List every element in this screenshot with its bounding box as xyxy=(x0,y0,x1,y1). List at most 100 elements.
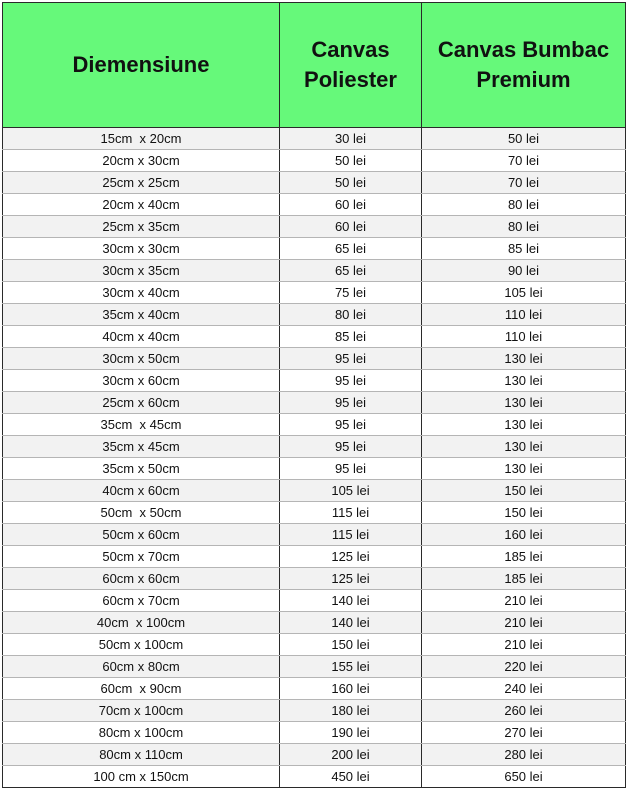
table-row: 60cm x 90cm 160 lei 240 lei xyxy=(2,677,626,700)
cell-dimension: 30cm x 60cm xyxy=(2,369,280,392)
cell-dimension: 35cm x 45cm xyxy=(2,435,280,458)
cell-dimension: 60cm x 80cm xyxy=(2,655,280,678)
cell-polyester-price: 75 lei xyxy=(279,281,422,304)
table-row: 40cm x 100cm 140 lei 210 lei xyxy=(2,611,626,634)
cell-dimension: 30cm x 50cm xyxy=(2,347,280,370)
table-row: 80cm x 100cm 190 lei 270 lei xyxy=(2,721,626,744)
cell-dimension: 100 cm x 150cm xyxy=(2,765,280,788)
cell-polyester-price: 105 lei xyxy=(279,479,422,502)
table-row: 60cm x 70cm 140 lei 210 lei xyxy=(2,589,626,612)
cell-polyester-price: 60 lei xyxy=(279,215,422,238)
cell-cotton-price: 80 lei xyxy=(421,215,626,238)
table-row: 40cm x 40cm 85 lei 110 lei xyxy=(2,325,626,348)
cell-polyester-price: 50 lei xyxy=(279,171,422,194)
cell-dimension: 30cm x 40cm xyxy=(2,281,280,304)
cell-cotton-price: 70 lei xyxy=(421,171,626,194)
table-row: 35cm x 45cm 95 lei 130 lei xyxy=(2,413,626,436)
cell-polyester-price: 160 lei xyxy=(279,677,422,700)
table-row: 40cm x 60cm 105 lei 150 lei xyxy=(2,479,626,502)
table-row: 30cm x 40cm 75 lei 105 lei xyxy=(2,281,626,304)
cell-polyester-price: 95 lei xyxy=(279,413,422,436)
cell-dimension: 60cm x 60cm xyxy=(2,567,280,590)
cell-cotton-price: 90 lei xyxy=(421,259,626,282)
header-dimension: Diemensiune xyxy=(2,2,280,128)
cell-dimension: 60cm x 70cm xyxy=(2,589,280,612)
cell-dimension: 35cm x 45cm xyxy=(2,413,280,436)
cell-polyester-price: 60 lei xyxy=(279,193,422,216)
table-row: 15cm x 20cm 30 lei 50 lei xyxy=(2,127,626,150)
table-row: 60cm x 60cm 125 lei 185 lei xyxy=(2,567,626,590)
cell-dimension: 70cm x 100cm xyxy=(2,699,280,722)
table-row: 50cm x 100cm 150 lei 210 lei xyxy=(2,633,626,656)
cell-cotton-price: 185 lei xyxy=(421,545,626,568)
cell-dimension: 30cm x 30cm xyxy=(2,237,280,260)
cell-dimension: 40cm x 40cm xyxy=(2,325,280,348)
cell-polyester-price: 95 lei xyxy=(279,369,422,392)
cell-polyester-price: 95 lei xyxy=(279,347,422,370)
cell-cotton-price: 130 lei xyxy=(421,347,626,370)
cell-cotton-price: 85 lei xyxy=(421,237,626,260)
cell-polyester-price: 95 lei xyxy=(279,435,422,458)
cell-dimension: 20cm x 30cm xyxy=(2,149,280,172)
cell-cotton-price: 210 lei xyxy=(421,589,626,612)
cell-cotton-price: 130 lei xyxy=(421,391,626,414)
cell-dimension: 35cm x 40cm xyxy=(2,303,280,326)
cell-cotton-price: 210 lei xyxy=(421,633,626,656)
table-row: 35cm x 50cm 95 lei 130 lei xyxy=(2,457,626,480)
cell-cotton-price: 240 lei xyxy=(421,677,626,700)
cell-cotton-price: 185 lei xyxy=(421,567,626,590)
cell-cotton-price: 130 lei xyxy=(421,413,626,436)
cell-polyester-price: 80 lei xyxy=(279,303,422,326)
cell-cotton-price: 160 lei xyxy=(421,523,626,546)
table-row: 80cm x 110cm 200 lei 280 lei xyxy=(2,743,626,766)
table-row: 100 cm x 150cm 450 lei 650 lei xyxy=(2,765,626,788)
table-body: 15cm x 20cm 30 lei 50 lei 20cm x 30cm 50 lei… xyxy=(2,127,626,788)
cell-dimension: 15cm x 20cm xyxy=(2,127,280,150)
cell-polyester-price: 140 lei xyxy=(279,611,422,634)
cell-dimension: 40cm x 100cm xyxy=(2,611,280,634)
cell-polyester-price: 95 lei xyxy=(279,391,422,414)
cell-dimension: 80cm x 110cm xyxy=(2,743,280,766)
table-row: 70cm x 100cm 180 lei 260 lei xyxy=(2,699,626,722)
table-row: 30cm x 30cm 65 lei 85 lei xyxy=(2,237,626,260)
cell-dimension: 50cm x 100cm xyxy=(2,633,280,656)
cell-polyester-price: 65 lei xyxy=(279,237,422,260)
cell-polyester-price: 30 lei xyxy=(279,127,422,150)
header-canvas-cotton-premium: Canvas Bumbac Premium xyxy=(421,2,626,128)
cell-polyester-price: 85 lei xyxy=(279,325,422,348)
table-row: 60cm x 80cm 155 lei 220 lei xyxy=(2,655,626,678)
cell-cotton-price: 280 lei xyxy=(421,743,626,766)
cell-polyester-price: 180 lei xyxy=(279,699,422,722)
table-row: 35cm x 40cm 80 lei 110 lei xyxy=(2,303,626,326)
table-header: Diemensiune Canvas Poliester Canvas Bumb… xyxy=(2,2,626,128)
table-row: 50cm x 50cm 115 lei 150 lei xyxy=(2,501,626,524)
table-row: 30cm x 60cm 95 lei 130 lei xyxy=(2,369,626,392)
cell-dimension: 60cm x 90cm xyxy=(2,677,280,700)
cell-polyester-price: 450 lei xyxy=(279,765,422,788)
cell-polyester-price: 190 lei xyxy=(279,721,422,744)
cell-polyester-price: 125 lei xyxy=(279,545,422,568)
cell-cotton-price: 70 lei xyxy=(421,149,626,172)
cell-polyester-price: 115 lei xyxy=(279,501,422,524)
cell-dimension: 50cm x 60cm xyxy=(2,523,280,546)
cell-dimension: 80cm x 100cm xyxy=(2,721,280,744)
cell-polyester-price: 50 lei xyxy=(279,149,422,172)
header-canvas-polyester: Canvas Poliester xyxy=(279,2,422,128)
cell-polyester-price: 115 lei xyxy=(279,523,422,546)
table-row: 20cm x 40cm 60 lei 80 lei xyxy=(2,193,626,216)
cell-cotton-price: 130 lei xyxy=(421,369,626,392)
cell-dimension: 50cm x 50cm xyxy=(2,501,280,524)
cell-cotton-price: 110 lei xyxy=(421,303,626,326)
table-row: 30cm x 35cm 65 lei 90 lei xyxy=(2,259,626,282)
cell-cotton-price: 150 lei xyxy=(421,479,626,502)
cell-cotton-price: 210 lei xyxy=(421,611,626,634)
cell-dimension: 40cm x 60cm xyxy=(2,479,280,502)
cell-polyester-price: 65 lei xyxy=(279,259,422,282)
cell-polyester-price: 95 lei xyxy=(279,457,422,480)
cell-polyester-price: 140 lei xyxy=(279,589,422,612)
cell-cotton-price: 105 lei xyxy=(421,281,626,304)
cell-polyester-price: 150 lei xyxy=(279,633,422,656)
cell-dimension: 50cm x 70cm xyxy=(2,545,280,568)
cell-cotton-price: 80 lei xyxy=(421,193,626,216)
table-row: 25cm x 35cm 60 lei 80 lei xyxy=(2,215,626,238)
